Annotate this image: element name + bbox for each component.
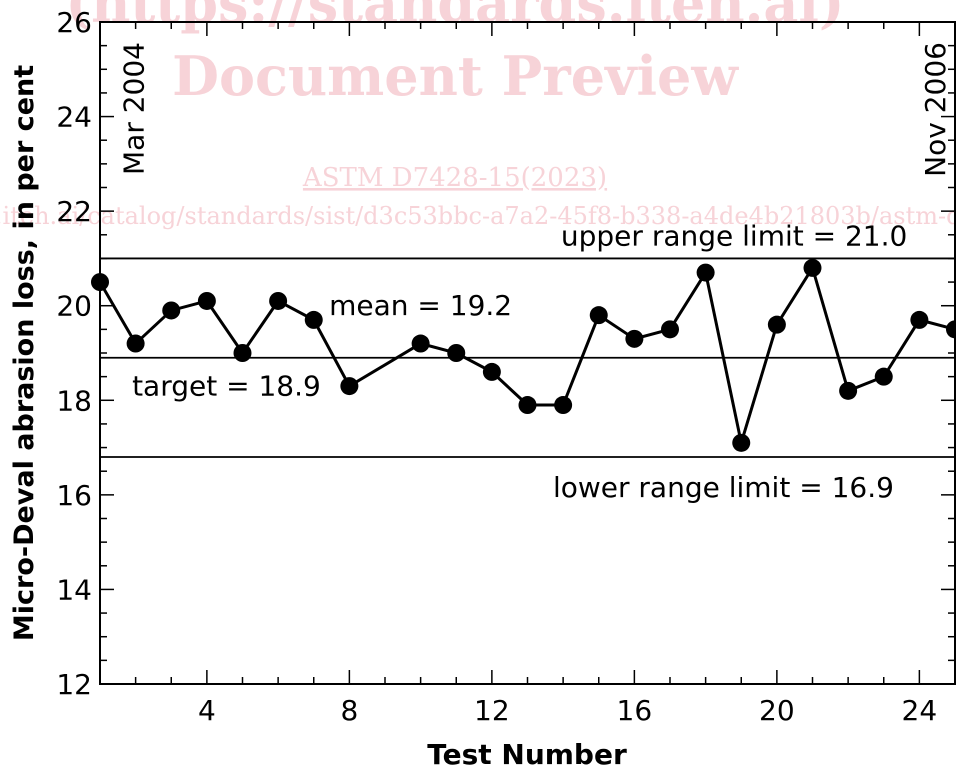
reference-lines-layer: upper range limit = 21.0 target = 18.9 low… [100,219,955,504]
reference-line-label: upper range limit = 21.0 [561,219,907,252]
x-tick-label: 20 [759,694,795,727]
y-tick-label: 24 [56,101,92,134]
y-tick-label: 14 [56,573,92,606]
reference-line-label: lower range limit = 16.9 [553,471,894,504]
x-tick-label: 12 [474,694,510,727]
data-point [625,329,644,348]
data-point [910,310,929,329]
x-tick-label: 8 [340,694,358,727]
y-tick-label: 12 [56,668,92,701]
x-tick-label: 16 [617,694,653,727]
series-line [98,264,956,444]
ticks-layer: 12 14 16 18 20 22 24 26 4 8 12 16 20 24 [56,6,956,727]
data-point [126,334,145,353]
data-point [874,367,893,386]
watermark-line-1: (https://standards.iteh.ai) [66,0,845,35]
data-point [304,310,323,329]
data-point [518,396,537,415]
series-layer [91,258,956,452]
data-point [946,320,956,339]
axes-layer [99,21,956,685]
data-point [233,344,252,362]
data-point [411,334,430,353]
data-point [803,258,822,277]
rotated-date-label: Mar 2004 [118,42,151,175]
y-tick-label: 20 [56,290,92,323]
watermark-line-2: Document Preview [172,44,739,108]
mean-label: mean = 19.2 [329,289,512,322]
rotated-date-label: Nov 2006 [919,42,952,177]
data-point [767,315,786,334]
data-point [340,377,359,396]
data-point [91,273,109,292]
reference-line-label: target = 18.9 [132,370,321,403]
data-point [554,396,573,415]
data-point [696,263,715,282]
data-point [589,306,608,325]
y-axis-title: Micro-Deval abrasion loss, in per cent [9,65,40,641]
data-point [269,291,288,310]
data-point [732,433,751,452]
y-tick-label: 22 [56,195,92,228]
data-point [839,381,858,400]
annotations-layer: mean = 19.2 Mar 2004 Nov 2006 [118,42,953,322]
x-axis-title: Test Number [427,738,627,770]
x-tick-label: 24 [902,694,938,727]
data-point [447,344,466,362]
x-tick-label: 4 [198,694,216,727]
data-point [162,301,181,320]
data-point [197,291,216,310]
data-point [482,362,501,381]
watermark-line-3: ASTM D7428-15(2023) [302,163,607,193]
y-tick-label: 26 [56,6,92,39]
plot-frame [99,21,956,685]
data-point [661,320,679,339]
y-tick-label: 18 [56,384,92,417]
watermark: (https://standards.iteh.ai) Document Pre… [0,0,956,230]
watermark-line-4: https://standards.iteh.ai/catalog/standa… [0,202,956,230]
y-tick-label: 16 [56,479,92,512]
